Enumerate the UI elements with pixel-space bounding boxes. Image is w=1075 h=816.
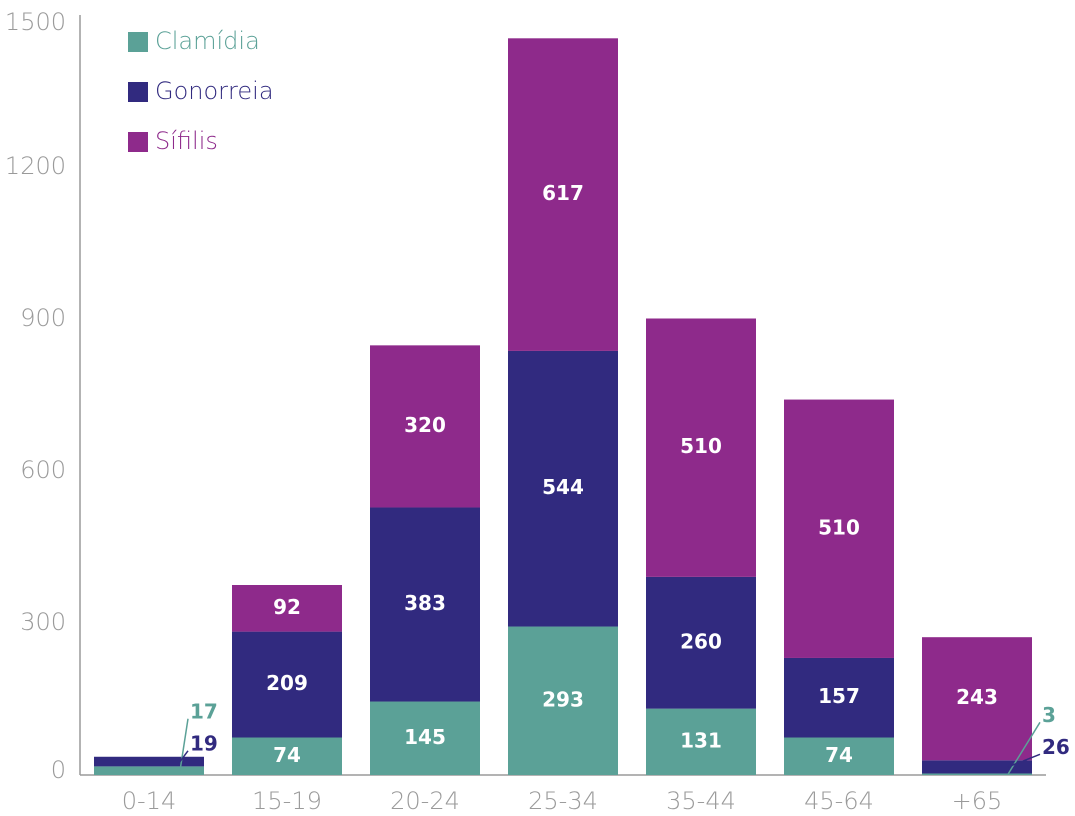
legend-label: Sífilis	[155, 127, 218, 155]
bar-segment	[784, 399, 894, 658]
data-label: 3	[1042, 703, 1056, 727]
x-tick-label: 15-19	[252, 787, 322, 815]
data-label: 260	[680, 629, 722, 653]
data-label: 617	[542, 181, 584, 205]
bar-segment	[922, 637, 1032, 761]
data-label: 293	[542, 687, 584, 711]
bar-segment	[232, 737, 342, 775]
bar-segment	[922, 760, 1032, 774]
bar-segment	[370, 701, 480, 775]
leader-line	[1007, 753, 1041, 768]
data-label: 510	[818, 515, 860, 539]
legend-label: Gonorreia	[155, 77, 274, 105]
bar-segment	[508, 350, 618, 627]
data-label: 145	[404, 725, 446, 749]
bar-segment	[508, 626, 618, 775]
data-label: 74	[825, 743, 853, 767]
x-tick-label: +65	[952, 787, 1003, 815]
leader-line	[179, 750, 189, 763]
data-label: 383	[404, 591, 446, 615]
y-tick-label: 1200	[5, 152, 66, 180]
data-label: 92	[273, 595, 301, 619]
bar-segment	[784, 737, 894, 775]
data-label: 157	[818, 684, 860, 708]
legend-swatch	[128, 32, 148, 52]
data-label: 544	[542, 475, 584, 499]
bar-segment	[370, 507, 480, 702]
y-tick-label: 600	[20, 456, 66, 484]
y-tick-label: 900	[20, 304, 66, 332]
data-label: 26	[1042, 735, 1070, 759]
bar-segment	[508, 38, 618, 351]
data-label: 19	[190, 731, 218, 755]
data-label: 131	[680, 728, 722, 752]
y-tick-label: 0	[51, 756, 66, 784]
x-tick-label: 0-14	[122, 787, 176, 815]
bar-segment	[784, 657, 894, 738]
bar-segment	[646, 318, 756, 577]
x-tick-label: 20-24	[390, 787, 460, 815]
bar-segment	[94, 766, 204, 775]
x-tick-label: 45-64	[804, 787, 874, 815]
x-tick-label: 35-44	[666, 787, 736, 815]
data-label: 17	[190, 699, 218, 723]
data-label: 209	[266, 671, 308, 695]
data-label: 243	[956, 685, 998, 709]
data-label: 510	[680, 434, 722, 458]
x-tick-label: 25-34	[528, 787, 598, 815]
data-label: 320	[404, 413, 446, 437]
data-label: 74	[273, 743, 301, 767]
leader-line	[179, 718, 189, 771]
legend-swatch	[128, 132, 148, 152]
y-tick-label: 300	[20, 608, 66, 636]
legend-swatch	[128, 82, 148, 102]
bar-segment	[232, 631, 342, 738]
bar-segment	[922, 773, 1032, 775]
y-tick-label: 1500	[5, 8, 66, 36]
bar-segment	[646, 708, 756, 775]
bar-segment	[94, 756, 204, 767]
bar-segment	[646, 576, 756, 709]
bar-segment	[232, 585, 342, 632]
bar-segment	[370, 345, 480, 508]
legend-label: Clamídia	[155, 27, 260, 55]
